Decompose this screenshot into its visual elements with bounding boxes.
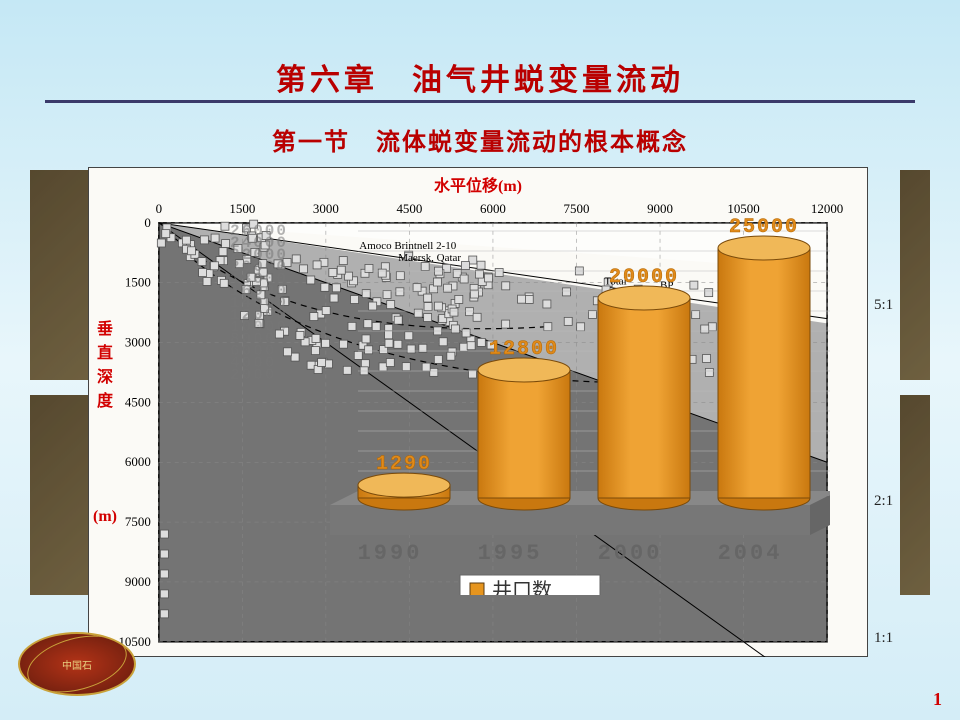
section-title: 第一节 流体蜕变量流动的根本概念 — [0, 122, 960, 157]
svg-text:1500: 1500 — [125, 275, 151, 290]
svg-text:12800: 12800 — [489, 338, 559, 361]
svg-text:9000: 9000 — [125, 574, 151, 589]
svg-text:2004: 2004 — [718, 541, 783, 566]
svg-text:7500: 7500 — [564, 201, 590, 216]
svg-text:6000: 6000 — [125, 454, 151, 469]
svg-text:10500: 10500 — [727, 201, 759, 216]
svg-text:25000: 25000 — [729, 216, 799, 239]
svg-text:0: 0 — [156, 201, 162, 216]
svg-text:1290: 1290 — [376, 453, 432, 476]
svg-text:0: 0 — [144, 215, 150, 230]
chapter-title: 第六章 油气井蜕变量流动 — [0, 55, 960, 99]
slide: 第六章 油气井蜕变量流动 第一节 流体蜕变量流动的根本概念 水平位移(m) 垂直… — [0, 0, 960, 720]
svg-text:12000: 12000 — [811, 201, 843, 216]
ratio-5-1: 5:1 — [874, 297, 960, 314]
svg-text:9000: 9000 — [647, 201, 673, 216]
bg-photo-right-top — [900, 170, 930, 380]
svg-text:2000: 2000 — [598, 541, 663, 566]
bg-photo-left-top — [30, 170, 90, 380]
svg-text:1990: 1990 — [358, 541, 423, 566]
svg-text:井口数: 井口数 — [492, 579, 552, 595]
svg-text:3000: 3000 — [125, 335, 151, 350]
title-divider — [45, 100, 915, 103]
university-logo: 中国石 — [18, 632, 136, 696]
bar-chart-3d: 12901990128001995200002000250002004年井口数 — [170, 215, 830, 595]
svg-text:6000: 6000 — [480, 201, 506, 216]
ratio-2-1: 2:1 — [874, 493, 960, 510]
svg-text:1995: 1995 — [478, 541, 543, 566]
bg-photo-left-bottom — [30, 395, 90, 595]
page-number: 1 — [933, 689, 942, 710]
svg-text:1500: 1500 — [229, 201, 255, 216]
bar-chart-svg: 12901990128001995200002000250002004年井口数 — [170, 215, 830, 595]
svg-text:7500: 7500 — [125, 514, 151, 529]
svg-text:20000: 20000 — [609, 266, 679, 289]
svg-text:4500: 4500 — [125, 394, 151, 409]
svg-text:4500: 4500 — [396, 201, 422, 216]
svg-text:3000: 3000 — [313, 201, 339, 216]
logo-text: 中国石 — [62, 657, 92, 672]
ratio-1-1: 1:1 — [874, 630, 960, 647]
